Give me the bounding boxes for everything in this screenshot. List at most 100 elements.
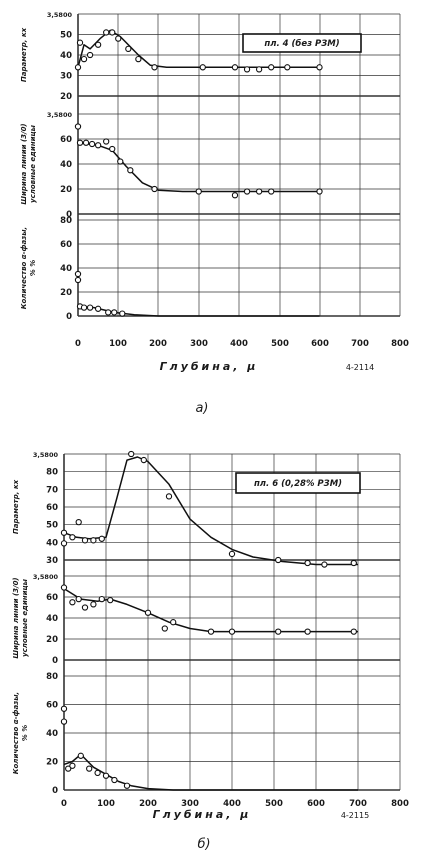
x-tick-label: 700: [351, 339, 369, 349]
y-tick-label: 40: [46, 614, 58, 624]
data-point: [275, 628, 282, 635]
data-point: [350, 628, 357, 635]
data-point: [304, 628, 311, 635]
data-point: [115, 35, 122, 42]
data-point: [98, 535, 105, 542]
data-point: [195, 188, 202, 195]
y-axis-label: условные единицы: [21, 578, 29, 657]
x-tick-label: 600: [307, 799, 325, 809]
data-point: [94, 142, 102, 149]
data-point: [243, 188, 251, 195]
data-point: [105, 309, 112, 316]
data-point: [82, 139, 90, 146]
y-tick-label: 80: [60, 216, 72, 226]
y-tick-label: 80: [46, 468, 58, 478]
y-tick-label: 20: [60, 185, 72, 195]
data-point: [111, 309, 118, 316]
data-point: [75, 595, 82, 603]
data-point: [80, 304, 88, 311]
data-point: [80, 55, 88, 63]
data-point: [144, 609, 152, 616]
data-point: [170, 619, 177, 626]
data-point: [231, 192, 239, 199]
y-tick-label: 20: [60, 288, 72, 298]
y-axis-label: Параметр, кх: [20, 27, 28, 82]
y-axis-label: Количество α-фазы,: [20, 227, 28, 309]
data-point: [88, 140, 96, 148]
y-axis-label: % %: [21, 725, 29, 741]
y-axis-label: Ширина линии (3/0): [20, 123, 28, 204]
data-point: [151, 64, 158, 71]
chart-2: 3,5800 80 70 60 50 40 30 Параметр, кх 3,5800 60 40…: [12, 450, 409, 852]
y-tick-label: 0: [52, 786, 58, 796]
data-point: [268, 64, 275, 71]
y-tick-label: 20: [46, 635, 58, 645]
y-tick-label: 30: [60, 72, 72, 82]
data-point: [60, 718, 68, 725]
annotation-box: [235, 472, 361, 494]
data-point: [165, 493, 173, 500]
data-point: [69, 534, 76, 541]
y-axis-label: Количество α-фазы,: [12, 692, 20, 774]
data-point: [69, 762, 76, 769]
data-point: [316, 188, 323, 195]
data-point: [161, 625, 168, 632]
data-point: [119, 310, 126, 317]
y-axis-label: Ширина линии (3/0): [12, 577, 20, 658]
series-curve: [63, 587, 358, 633]
x-tick-label: 200: [139, 799, 157, 809]
series-curve: [63, 753, 358, 791]
data-point: [316, 64, 323, 71]
data-point: [65, 765, 72, 772]
data-point: [304, 559, 311, 567]
x-tick-label: 100: [109, 339, 127, 349]
data-point: [74, 64, 82, 71]
data-point: [321, 561, 328, 568]
data-point: [111, 776, 118, 784]
y-tick-label: 3,5800: [33, 573, 59, 581]
y-tick-label: 3,5800: [47, 11, 73, 19]
data-point: [86, 304, 94, 311]
x-tick-label: 500: [271, 339, 289, 349]
y-tick-label: 20: [60, 92, 72, 102]
data-point: [228, 628, 236, 635]
data-point: [74, 270, 82, 278]
data-point: [284, 64, 291, 71]
data-point: [75, 518, 82, 526]
series-curve: [77, 29, 320, 69]
y-axis-label: % %: [29, 260, 37, 276]
data-point: [255, 188, 263, 195]
data-point: [94, 305, 102, 312]
data-point: [125, 45, 132, 52]
data-point: [123, 782, 131, 789]
x-tick-label: 800: [391, 799, 409, 809]
y-tick-label: 60: [60, 240, 72, 250]
data-point: [127, 167, 134, 174]
y-tick-label: 20: [46, 758, 58, 768]
annotation-label: пл. 4 (без РЗМ): [264, 38, 339, 49]
y-tick-label: 60: [46, 503, 58, 513]
data-point: [60, 584, 68, 591]
data-point: [268, 188, 275, 195]
x-tick-label: 100: [97, 799, 115, 809]
data-point: [135, 55, 142, 63]
y-tick-label: 50: [60, 31, 72, 41]
data-point: [199, 64, 206, 71]
data-point: [90, 601, 97, 608]
data-point: [98, 595, 105, 603]
y-tick-label: 30: [46, 556, 58, 566]
y-tick-label: 80: [46, 672, 58, 682]
data-point: [243, 66, 251, 73]
data-point: [74, 123, 82, 130]
y-tick-label: 70: [46, 485, 58, 495]
y-tick-label: 40: [46, 729, 58, 739]
x-tick-label: 700: [349, 799, 367, 809]
data-point: [77, 752, 84, 759]
x-tick-label: 500: [265, 799, 283, 809]
x-tick-label: 400: [223, 799, 241, 809]
data-point: [86, 51, 94, 59]
y-tick-label: 60: [60, 135, 72, 145]
x-tick-label: 600: [311, 339, 329, 349]
